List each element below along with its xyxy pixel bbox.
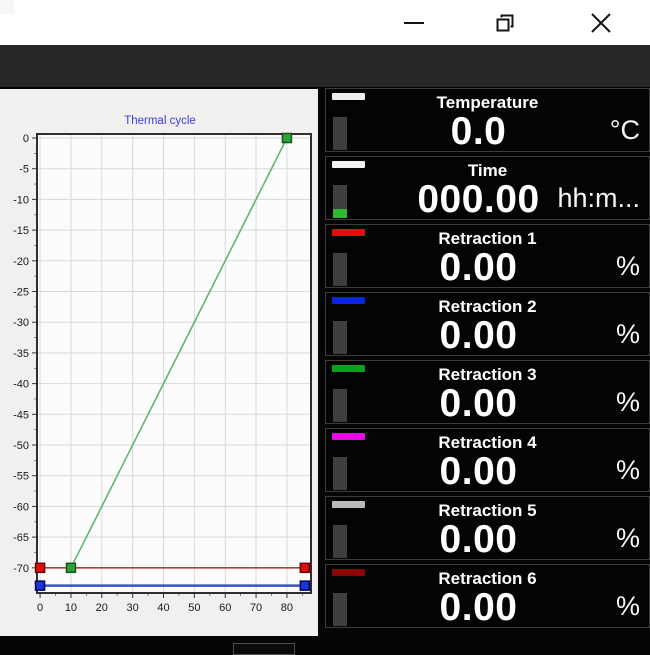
baseline-limit-line-handle[interactable] (34, 580, 46, 591)
metric-value: 0.00 (439, 246, 518, 289)
metric-label: Retraction 3 (438, 365, 537, 384)
y-tick-label: -65 (13, 532, 29, 544)
level-indicator (333, 457, 347, 490)
metric-unit: % (615, 523, 640, 553)
metric-row-retraction-5[interactable]: Retraction 5 0.00% (325, 496, 650, 560)
metric-label: Time (467, 161, 508, 180)
level-indicator (333, 389, 347, 422)
metric-value: 000.00 (417, 178, 540, 221)
plot-border (36, 133, 312, 594)
metric-row-temperature[interactable]: Temperature 0.0 °C (325, 88, 650, 152)
channel-color-bar (332, 365, 365, 372)
metric-label: Temperature (436, 93, 539, 112)
y-tick-label: -50 (13, 440, 29, 452)
level-indicator (333, 593, 347, 626)
y-tick-label: -15 (13, 225, 29, 237)
metric-unit: hh:m... (557, 183, 640, 213)
metric-value: 0.00 (439, 586, 518, 629)
level-indicator (333, 117, 347, 150)
measurement-panel: Temperature 0.0 °C Time 000.00 hh:m... Retract… (325, 88, 650, 636)
restore-icon (496, 14, 514, 32)
minimize-icon (404, 22, 424, 24)
thermal-cycle-chart[interactable]: 0 10 20 30 40 50 60 70 80 0 -5 -10 -15 -20 -25 -30 -35 -4… (0, 89, 318, 637)
bottom-strip (0, 636, 650, 655)
restore-button[interactable] (484, 2, 526, 44)
metric-value: 0.0 (450, 110, 507, 153)
metric-unit: % (615, 251, 640, 281)
metric-row-time[interactable]: Time 000.00 hh:m... (325, 156, 650, 220)
level-indicator (333, 321, 347, 354)
channel-color-bar (332, 433, 365, 440)
y-tick-label: -35 (13, 348, 29, 360)
x-tick-label: 70 (250, 602, 262, 614)
channel-color-bar (332, 229, 365, 236)
metric-value: 0.00 (439, 518, 518, 561)
thermal-cycle-chart-panel: 0 10 20 30 40 50 60 70 80 0 -5 -10 -15 -20 -25 -30 -35 -4… (0, 88, 318, 637)
y-tick-label: -10 (13, 194, 29, 206)
y-tick-label: -55 (13, 471, 29, 483)
minimize-button[interactable] (393, 2, 435, 44)
y-tick-label: 0 (23, 133, 29, 145)
x-tick-label: 80 (281, 602, 293, 614)
partially-visible-button[interactable] (233, 643, 295, 655)
series-baseline-limit-line (34, 580, 311, 591)
series-heating-ramp-line (65, 132, 293, 574)
titlebar (0, 0, 650, 45)
metric-unit: % (615, 455, 640, 485)
baseline-limit-line-handle[interactable] (299, 580, 311, 591)
heating-ramp-line-handle[interactable] (65, 562, 77, 574)
metric-value: 0.00 (439, 382, 518, 425)
x-tick-label: 60 (219, 602, 231, 614)
level-indicator (333, 253, 347, 286)
metric-unit: % (615, 591, 640, 621)
heating-ramp-line-handle[interactable] (281, 132, 293, 144)
x-tick-label: 50 (188, 602, 200, 614)
x-tick-label: 40 (157, 602, 169, 614)
metric-row-retraction-1[interactable]: Retraction 1 0.00% (325, 224, 650, 288)
y-tick-label: -60 (13, 501, 29, 513)
metric-label: Retraction 1 (438, 229, 537, 248)
channel-color-bar (332, 297, 365, 304)
y-tick-label: -70 (13, 563, 29, 575)
metric-label: Retraction 4 (438, 433, 537, 452)
level-indicator (333, 185, 347, 218)
channel-color-bar (332, 501, 365, 508)
metric-label: Retraction 6 (438, 569, 537, 588)
metric-row-retraction-4[interactable]: Retraction 4 0.00% (325, 428, 650, 492)
y-tick-label: -45 (13, 409, 29, 421)
channel-color-bar (332, 569, 365, 576)
channel-color-bar (332, 161, 365, 168)
channel-color-bar (332, 93, 365, 100)
x-tick-label: 0 (37, 602, 43, 614)
metric-value: 0.00 (439, 450, 518, 493)
metric-value: 0.00 (439, 314, 518, 357)
metric-unit: % (615, 319, 640, 349)
y-tick-label: -5 (19, 164, 29, 176)
toolbar-strip (0, 45, 650, 88)
hold-segment-line-handle[interactable] (34, 562, 46, 574)
y-tick-label: -20 (13, 256, 29, 268)
y-tick-label: -30 (13, 317, 29, 329)
close-button[interactable] (580, 2, 622, 44)
metric-label: Retraction 2 (438, 297, 537, 316)
close-icon (591, 13, 611, 33)
y-tick-label: -25 (13, 287, 29, 299)
heating-ramp-line (70, 137, 288, 569)
level-indicator (333, 525, 347, 558)
metric-row-retraction-2[interactable]: Retraction 2 0.00% (325, 292, 650, 356)
series-hold-segment-line (34, 562, 311, 574)
chart-title: Thermal cycle (124, 115, 196, 127)
metric-row-retraction-6[interactable]: Retraction 6 0.00% (325, 564, 650, 628)
x-tick-label: 30 (127, 602, 139, 614)
x-tick-label: 20 (96, 602, 108, 614)
hold-segment-line-handle[interactable] (299, 562, 311, 574)
metric-unit: °C (609, 115, 640, 145)
app-icon-placeholder (0, 0, 14, 14)
x-tick-label: 10 (65, 602, 77, 614)
y-tick-label: -40 (13, 379, 29, 391)
metric-unit: % (615, 387, 640, 417)
metric-label: Retraction 5 (438, 501, 537, 520)
level-indicator-fill (333, 209, 347, 218)
metric-row-retraction-3[interactable]: Retraction 3 0.00% (325, 360, 650, 424)
